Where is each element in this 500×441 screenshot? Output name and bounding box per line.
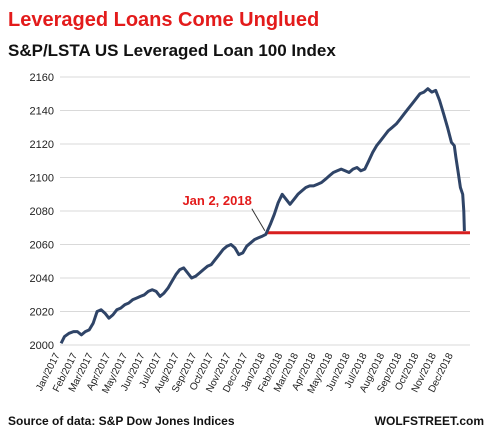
y-tick-label: 2020	[30, 307, 54, 319]
gridlines	[60, 76, 470, 346]
series-line-index	[59, 87, 466, 344]
y-axis: 2000 2020 2040 2060 2080 2100 2120 2140 2160	[30, 72, 54, 352]
y-tick-label: 2040	[30, 273, 54, 285]
y-tick-label: 2100	[30, 173, 54, 185]
chart-subtitle: S&P/LSTA US Leveraged Loan 100 Index	[8, 41, 336, 60]
annotation-label: Jan 2, 2018	[182, 193, 251, 208]
x-axis: Jan/2017Feb/2017Mar/2017Apr/2017May/2017…	[34, 351, 456, 396]
y-tick-label: 2160	[30, 72, 54, 84]
annotation-layer: Jan 2, 2018	[182, 193, 266, 232]
y-tick-label: 2080	[30, 206, 54, 218]
y-tick-label: 2120	[30, 139, 54, 151]
source-note: Source of data: S&P Dow Jones Indices	[8, 414, 235, 428]
credit-note: WOLFSTREET.com	[374, 414, 484, 428]
annotation-pointer	[251, 208, 266, 232]
y-tick-label: 2000	[30, 340, 54, 352]
chart-title: Leveraged Loans Come Unglued	[8, 9, 320, 31]
y-tick-label: 2140	[30, 106, 54, 118]
y-tick-label: 2060	[30, 240, 54, 252]
